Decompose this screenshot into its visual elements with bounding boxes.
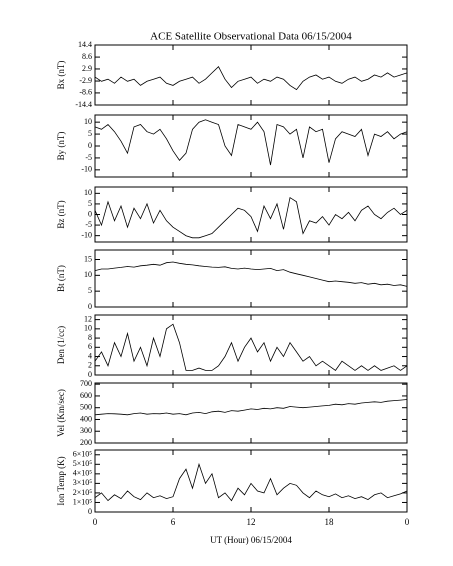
y-tick-label: -8.6	[79, 88, 92, 97]
chart-title: ACE Satellite Observational Data 06/15/2…	[150, 31, 352, 43]
panel-frame	[94, 449, 408, 513]
y-tick-label: 5	[88, 129, 92, 138]
y-tick-label: 8.6	[82, 52, 92, 61]
data-line	[94, 399, 408, 416]
y-tick-label: 5	[88, 199, 92, 208]
y-axis-label: Bx (nT)	[56, 61, 66, 90]
y-tick-label: 10	[84, 188, 92, 197]
y-tick-label: 2.9	[82, 64, 92, 73]
y-tick-label: 300	[80, 426, 92, 435]
x-tick-label: 6	[171, 517, 176, 527]
x-tick-label: 0	[405, 517, 410, 527]
y-tick-label: 1×10⁵	[73, 497, 93, 506]
y-tick-label: 6×10⁵	[73, 450, 93, 459]
y-tick-label: 3×10⁵	[73, 478, 93, 487]
panel-frame	[94, 186, 408, 243]
y-tick-label: 4×10⁵	[73, 469, 93, 478]
data-line	[94, 261, 408, 287]
y-tick-label: -10	[81, 165, 92, 174]
y-tick-label: 2	[88, 361, 92, 370]
y-tick-label: 600	[80, 391, 92, 400]
y-tick-label: -5	[85, 220, 92, 229]
y-tick-label: -10	[81, 230, 92, 239]
y-axis-label: Ion Temp (K)	[56, 456, 66, 505]
y-tick-label: 200	[80, 438, 92, 447]
y-tick-label: 0	[88, 302, 92, 311]
data-line	[94, 323, 408, 371]
panel-frame	[94, 314, 408, 376]
panel-frame	[94, 44, 408, 106]
y-tick-label: 0	[88, 370, 92, 379]
y-tick-label: 12	[84, 314, 92, 323]
x-tick-label: 0	[93, 517, 98, 527]
y-tick-label: 0	[88, 141, 92, 150]
y-tick-label: 700	[80, 379, 92, 388]
data-line	[94, 196, 408, 239]
panel-frame	[94, 114, 408, 178]
y-tick-label: 10	[84, 117, 92, 126]
data-line	[94, 66, 408, 91]
y-tick-label: 400	[80, 414, 92, 423]
y-tick-label: 14.4	[78, 40, 92, 49]
y-tick-label: 500	[80, 403, 92, 412]
y-tick-label: 10	[84, 324, 92, 333]
y-tick-label: 0	[88, 209, 92, 218]
y-axis-label: Den (1/cc)	[56, 326, 66, 364]
y-axis-label: Bt (nT)	[56, 265, 66, 292]
y-tick-label: 4	[88, 351, 92, 360]
y-tick-label: 5	[88, 286, 92, 295]
y-axis-label: Vel (Km/sec)	[56, 389, 66, 437]
y-tick-label: 0	[88, 507, 92, 516]
y-tick-label: 15	[84, 254, 92, 263]
y-tick-label: 6	[88, 342, 92, 351]
data-line	[94, 119, 408, 166]
x-tick-label: 18	[325, 517, 335, 527]
y-tick-label: 8	[88, 333, 92, 342]
data-line	[94, 462, 408, 502]
x-tick-label: 12	[247, 517, 256, 527]
y-tick-label: 5×10⁵	[73, 459, 93, 468]
y-tick-label: 10	[84, 270, 92, 279]
x-axis-label: UT (Hour) 06/15/2004	[210, 535, 292, 545]
panel-frame	[94, 249, 408, 308]
y-tick-label: 2×10⁵	[73, 488, 93, 497]
y-axis-label: Bz (nT)	[56, 200, 66, 228]
y-axis-label: By (nT)	[56, 132, 66, 161]
y-tick-label: -2.9	[79, 76, 92, 85]
y-tick-label: -5	[85, 153, 92, 162]
y-tick-label: -14.4	[75, 100, 92, 109]
